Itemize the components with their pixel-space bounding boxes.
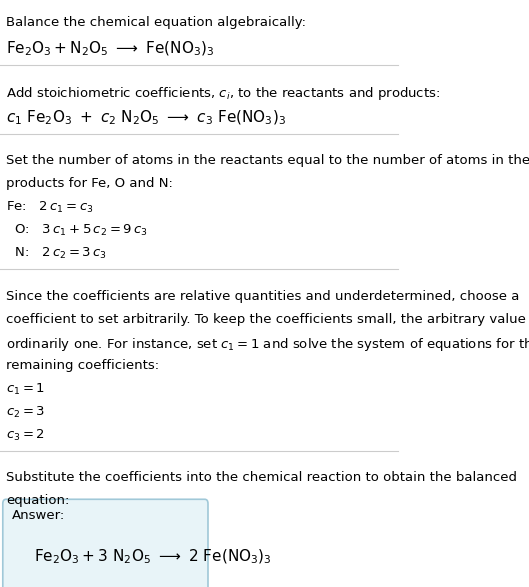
Text: Answer:: Answer: xyxy=(12,510,65,522)
Text: Substitute the coefficients into the chemical reaction to obtain the balanced: Substitute the coefficients into the che… xyxy=(6,471,517,484)
Text: Set the number of atoms in the reactants equal to the number of atoms in the: Set the number of atoms in the reactants… xyxy=(6,154,529,167)
Text: $c_3 = 2$: $c_3 = 2$ xyxy=(6,428,45,443)
Text: ordinarily one. For instance, set $c_1 = 1$ and solve the system of equations fo: ordinarily one. For instance, set $c_1 =… xyxy=(6,336,529,353)
Text: remaining coefficients:: remaining coefficients: xyxy=(6,359,159,372)
Text: $\mathrm{Fe_2O_3 + N_2O_5 \ \longrightarrow \ Fe(NO_3)_3}$: $\mathrm{Fe_2O_3 + N_2O_5 \ \longrightar… xyxy=(6,39,214,58)
Text: $\mathrm{O}$:   $3\,c_1 + 5\,c_2 = 9\,c_3$: $\mathrm{O}$: $3\,c_1 + 5\,c_2 = 9\,c_3$ xyxy=(6,223,148,238)
Text: $\mathrm{N}$:   $2\,c_2 = 3\,c_3$: $\mathrm{N}$: $2\,c_2 = 3\,c_3$ xyxy=(6,247,107,261)
Text: Balance the chemical equation algebraically:: Balance the chemical equation algebraica… xyxy=(6,16,306,29)
Text: $c_2 = 3$: $c_2 = 3$ xyxy=(6,405,45,420)
Text: $c_1 = 1$: $c_1 = 1$ xyxy=(6,382,45,397)
Text: products for Fe, O and N:: products for Fe, O and N: xyxy=(6,177,173,190)
Text: Add stoichiometric coefficients, $c_i$, to the reactants and products:: Add stoichiometric coefficients, $c_i$, … xyxy=(6,85,440,102)
Text: coefficient to set arbitrarily. To keep the coefficients small, the arbitrary va: coefficient to set arbitrarily. To keep … xyxy=(6,313,529,326)
Text: equation:: equation: xyxy=(6,494,69,508)
Text: $\mathrm{Fe_2O_3 + 3\ N_2O_5\ \longrightarrow\ 2\ Fe(NO_3)_3}$: $\mathrm{Fe_2O_3 + 3\ N_2O_5\ \longright… xyxy=(34,547,271,566)
Text: Since the coefficients are relative quantities and underdetermined, choose a: Since the coefficients are relative quan… xyxy=(6,290,519,303)
Text: $\mathrm{Fe}$:   $2\,c_1 = c_3$: $\mathrm{Fe}$: $2\,c_1 = c_3$ xyxy=(6,200,94,215)
FancyBboxPatch shape xyxy=(3,500,208,587)
Text: $c_1\ \mathrm{Fe_2O_3}\ +\ c_2\ \mathrm{N_2O_5}\ \longrightarrow\ c_3\ \mathrm{F: $c_1\ \mathrm{Fe_2O_3}\ +\ c_2\ \mathrm{… xyxy=(6,109,286,127)
